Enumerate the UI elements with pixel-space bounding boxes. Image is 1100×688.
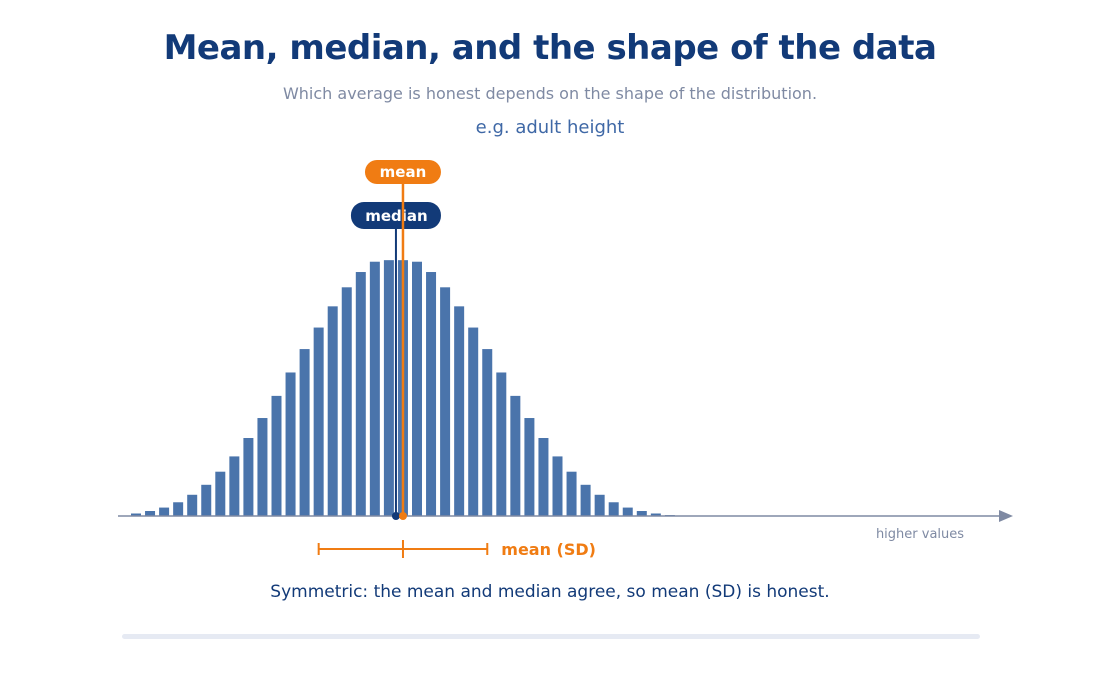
example-label: e.g. adult height <box>475 117 625 138</box>
bar <box>369 261 380 516</box>
bar <box>510 395 521 516</box>
bar <box>454 306 465 516</box>
bar <box>215 471 226 516</box>
x-axis-arrow-icon <box>999 510 1013 522</box>
bar <box>566 471 577 516</box>
bar <box>257 418 268 516</box>
median-dot <box>391 512 400 520</box>
bar <box>594 494 605 516</box>
bar <box>229 456 240 516</box>
bar <box>468 327 479 516</box>
bar <box>355 272 366 516</box>
bar <box>552 456 563 516</box>
bar <box>145 511 156 516</box>
median-pill <box>350 202 441 229</box>
bar <box>580 484 591 516</box>
bar <box>299 349 310 516</box>
bar <box>341 287 352 516</box>
bar <box>650 513 661 516</box>
chart-caption: Symmetric: the mean and median agree, so… <box>270 582 830 602</box>
bar <box>496 372 507 516</box>
bar <box>482 349 493 516</box>
bar <box>327 306 338 516</box>
page-title: Mean, median, and the shape of the data <box>163 28 937 68</box>
mean-pill <box>364 160 441 184</box>
bar <box>201 484 212 516</box>
bar <box>131 513 141 516</box>
divider <box>122 634 980 639</box>
bar <box>159 507 170 516</box>
bar <box>243 438 254 516</box>
bar <box>524 418 535 516</box>
bar <box>412 261 422 516</box>
bar <box>538 438 549 516</box>
bar <box>285 372 296 516</box>
bar <box>187 494 198 516</box>
bar <box>622 507 633 516</box>
bar <box>383 260 394 516</box>
sd-label: mean (SD) <box>501 540 596 559</box>
bar <box>440 287 451 516</box>
bar <box>313 327 324 516</box>
bar <box>173 502 184 516</box>
bar <box>426 272 437 516</box>
mean-dot <box>398 512 407 520</box>
bar <box>636 511 647 516</box>
mean-label: mean <box>380 163 427 181</box>
sd-bracket <box>317 540 489 558</box>
bar <box>608 502 619 516</box>
bar <box>271 395 282 516</box>
x-axis-label: higher values <box>876 527 964 542</box>
median-label: median <box>365 207 427 225</box>
page-subtitle: Which average is honest depends on the s… <box>282 84 818 103</box>
